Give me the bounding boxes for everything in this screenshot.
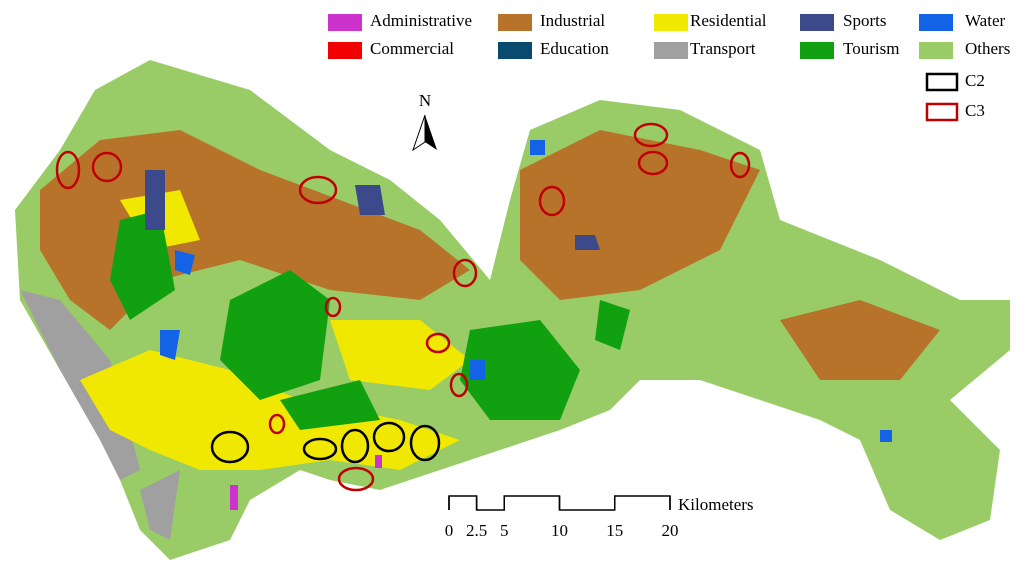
north-arrow-shape	[425, 115, 437, 150]
c2-ellipse	[210, 430, 250, 464]
c3-ellipse	[425, 332, 451, 354]
legend-label: Education	[540, 39, 609, 58]
legend-label: Administrative	[370, 11, 472, 30]
north-arrow: N	[412, 91, 437, 152]
legend-swatch	[925, 102, 959, 122]
transport-coast	[20, 290, 180, 540]
legend-label: Tourism	[843, 39, 899, 58]
legend-swatch	[654, 14, 688, 31]
legend-label: C2	[965, 71, 985, 90]
sports-area	[145, 170, 600, 250]
c3-ellipse	[337, 466, 375, 492]
scale-unit: Kilometers	[678, 495, 754, 514]
clusters	[55, 122, 751, 492]
legend-swatch	[328, 42, 362, 59]
legend-swatch	[654, 42, 688, 59]
legend-swatch	[925, 72, 959, 92]
c2-ellipse	[302, 437, 338, 461]
legend-swatch	[498, 14, 532, 31]
c3-ellipse	[538, 185, 566, 217]
legend-label: Water	[965, 11, 1005, 30]
c3-ellipse	[55, 150, 81, 190]
c3-ellipse	[449, 372, 469, 398]
legend-label: C3	[965, 101, 985, 120]
scale-tick-label: 0	[445, 521, 454, 540]
c2-ellipse	[340, 428, 370, 464]
legend-swatch	[919, 14, 953, 31]
north-label: N	[419, 91, 431, 110]
legend-label: Transport	[690, 39, 756, 58]
legend-swatch	[800, 14, 834, 31]
scale-bar-line	[448, 495, 671, 511]
c2-ellipse	[409, 424, 441, 462]
c3-ellipse	[324, 296, 342, 318]
c3-ellipse	[452, 258, 478, 288]
scale-tick-label: 2.5	[466, 521, 487, 540]
legend-label: Sports	[843, 11, 886, 30]
scale-tick-label: 5	[500, 521, 509, 540]
legend-label: Commercial	[370, 39, 454, 58]
legend-label: Others	[965, 39, 1010, 58]
scale-tick-label: 20	[662, 521, 679, 540]
scale-bar: 0 2.5 5 10 15 20 Kilometers	[445, 495, 754, 540]
c3-ellipse	[633, 122, 669, 148]
legend-label: Industrial	[540, 11, 605, 30]
scale-tick-label: 15	[606, 521, 623, 540]
north-arrow-outline	[412, 114, 426, 152]
c3-ellipse	[91, 151, 123, 183]
c2-ellipse	[372, 421, 406, 453]
industrial-area	[40, 130, 940, 380]
legend-swatch	[919, 42, 953, 59]
legend: Administrative Industrial Residential Sport…	[328, 11, 1010, 122]
c3-ellipse	[298, 175, 338, 205]
residential-area	[80, 190, 470, 470]
legend-swatch	[328, 14, 362, 31]
legend-swatch	[498, 42, 532, 59]
tourism-area	[110, 210, 630, 430]
c3-ellipse	[729, 151, 751, 179]
scale-tick-label: 10	[551, 521, 568, 540]
legend-label: Residential	[690, 11, 767, 30]
land	[15, 60, 1010, 560]
c3-ellipse	[268, 413, 286, 435]
c3-ellipse	[637, 150, 669, 176]
legend-swatch	[800, 42, 834, 59]
